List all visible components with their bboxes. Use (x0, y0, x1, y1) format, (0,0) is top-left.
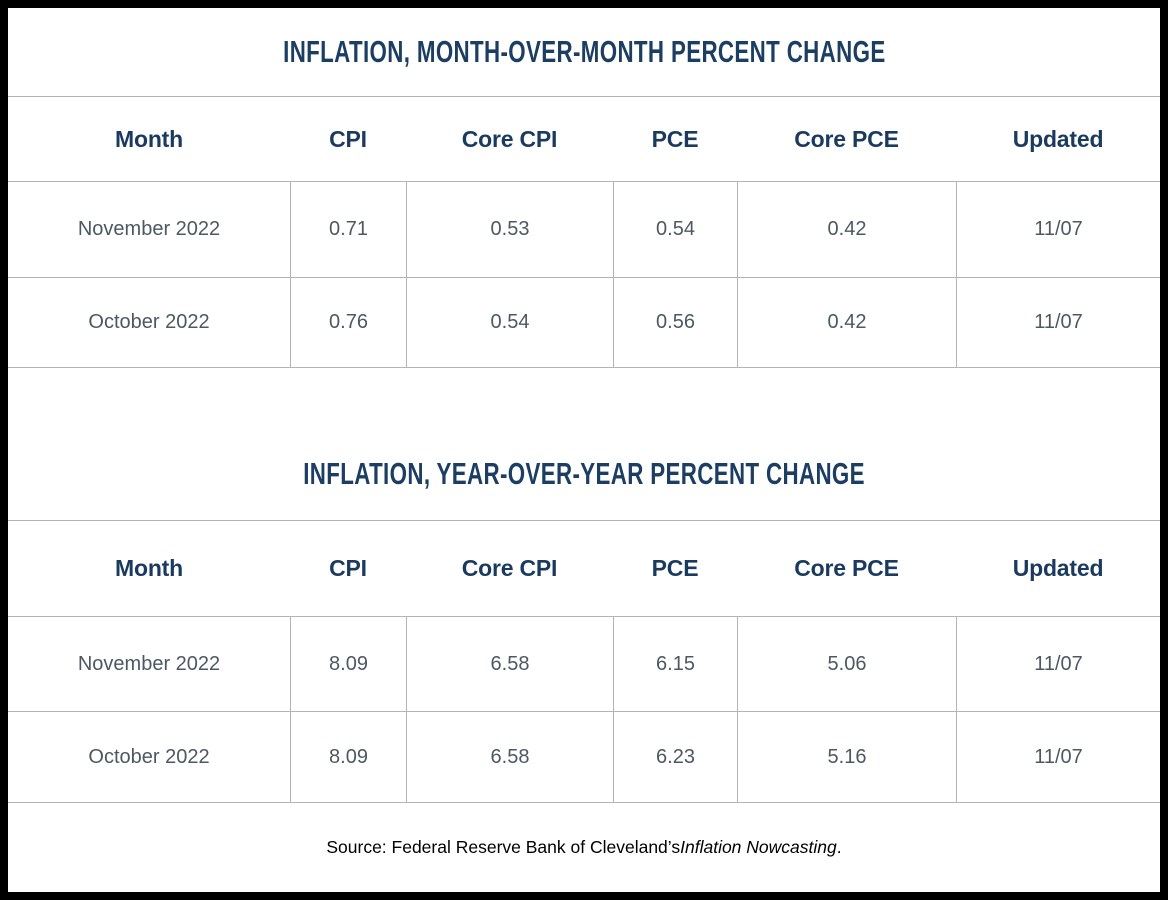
core-pce-cell: 5.06 (737, 617, 956, 711)
pce-cell: 0.56 (613, 278, 737, 367)
table-row-november-mom: November 2022 0.71 0.53 0.54 0.42 11/07 (8, 182, 1160, 278)
table-row-october-yoy: October 2022 8.09 6.58 6.23 5.16 11/07 (8, 712, 1160, 803)
pce-cell: 6.15 (613, 617, 737, 711)
source-note-publication: Inflation Nowcasting (680, 837, 837, 857)
month-cell: October 2022 (88, 745, 210, 768)
core-cpi-cell: 0.54 (406, 278, 613, 367)
column-header-cpi: CPI (329, 555, 367, 581)
pce-cell: 0.54 (613, 182, 737, 277)
pce-cell: 6.23 (613, 712, 737, 802)
yoy-table-title: INFLATION, YEAR-OVER-YEAR PERCENT CHANGE (8, 428, 1160, 521)
month-cell: October 2022 (88, 311, 210, 333)
column-header-month: Month (115, 125, 183, 152)
month-cell: November 2022 (77, 652, 221, 675)
source-note-suffix: . (836, 837, 842, 857)
column-header-core-cpi: Core CPI (461, 125, 558, 152)
yoy-header-row: Month CPI Core CPI PCE Core PCE Updated (8, 521, 1160, 617)
cpi-cell: 0.76 (290, 278, 406, 367)
core-pce-cell: 5.16 (737, 712, 956, 802)
column-header-cpi: CPI (329, 125, 367, 152)
column-header-core-cpi: Core CPI (461, 555, 558, 581)
updated-cell: 11/07 (956, 182, 1160, 277)
core-cpi-cell: 6.58 (406, 712, 613, 802)
updated-cell: 11/07 (956, 712, 1160, 802)
column-header-core-pce: Core PCE (794, 125, 899, 152)
yoy-table-section: INFLATION, YEAR-OVER-YEAR PERCENT CHANGE… (8, 368, 1160, 803)
cpi-cell: 8.09 (290, 712, 406, 802)
mom-header-row: Month CPI Core CPI PCE Core PCE Updated (8, 97, 1160, 182)
mom-table-title: INFLATION, MONTH-OVER-MONTH PERCENT CHAN… (8, 8, 1160, 97)
cpi-cell: 0.71 (290, 182, 406, 277)
cpi-cell: 8.09 (290, 617, 406, 711)
column-header-updated: Updated (1012, 555, 1104, 581)
table-row-november-yoy: November 2022 8.09 6.58 6.15 5.06 11/07 (8, 617, 1160, 712)
core-pce-cell: 0.42 (737, 182, 956, 277)
core-cpi-cell: 6.58 (406, 617, 613, 711)
mom-table-title-text: INFLATION, MONTH-OVER-MONTH PERCENT CHAN… (282, 34, 886, 69)
column-header-pce: PCE (651, 555, 699, 581)
mom-table-section: INFLATION, MONTH-OVER-MONTH PERCENT CHAN… (8, 8, 1160, 368)
core-cpi-cell: 0.53 (406, 182, 613, 277)
updated-cell: 11/07 (956, 617, 1160, 711)
table-row-october-mom: October 2022 0.76 0.54 0.56 0.42 11/07 (8, 278, 1160, 368)
column-header-updated: Updated (1012, 125, 1104, 152)
section-gap (8, 368, 1160, 428)
column-header-core-pce: Core PCE (794, 555, 899, 581)
column-header-pce: PCE (651, 125, 699, 152)
updated-cell: 11/07 (956, 278, 1160, 367)
column-header-month: Month (115, 555, 183, 581)
core-pce-cell: 0.42 (737, 278, 956, 367)
source-note: Source: Federal Reserve Bank of Clevelan… (8, 803, 1160, 892)
month-cell: November 2022 (77, 218, 221, 240)
source-note-prefix: Source: Federal Reserve Bank of Clevelan… (326, 837, 681, 857)
yoy-table-title-text: INFLATION, YEAR-OVER-YEAR PERCENT CHANGE (303, 456, 865, 491)
